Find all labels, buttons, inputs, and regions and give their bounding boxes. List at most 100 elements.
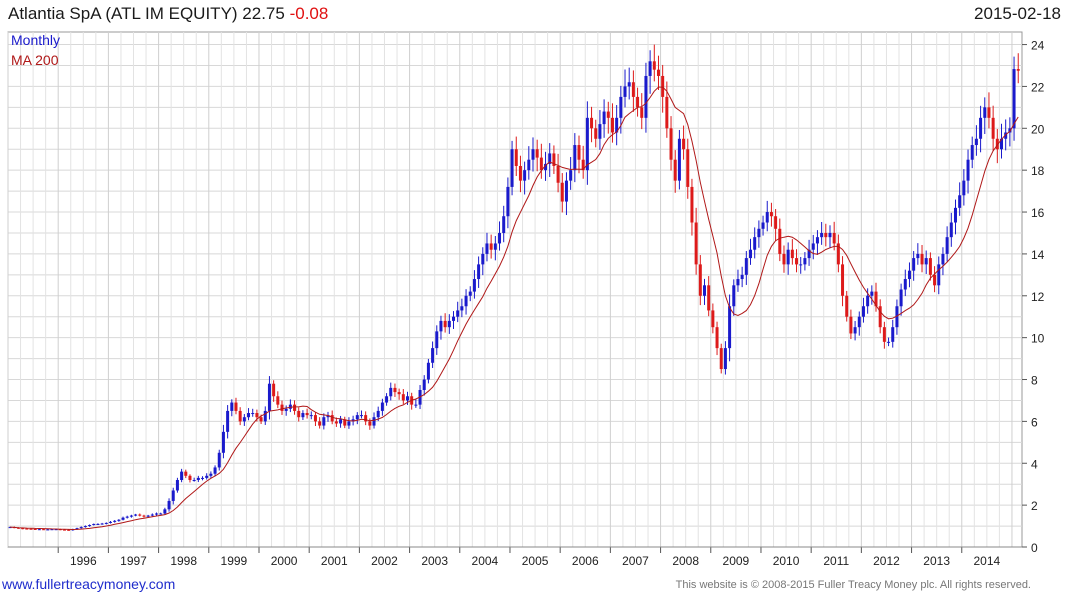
candle-body — [698, 264, 702, 296]
candle-body — [301, 413, 305, 418]
x-tick-label: 2004 — [472, 554, 499, 568]
candle-body — [749, 249, 753, 259]
candle-body — [226, 410, 230, 432]
candle-body — [146, 515, 150, 517]
candle-body — [1004, 132, 1008, 139]
price-change: -0.08 — [289, 4, 329, 23]
candle-body — [590, 117, 594, 129]
candle-body — [974, 138, 978, 146]
candle-body — [171, 490, 175, 501]
candle-body — [707, 285, 711, 311]
candle-body — [426, 362, 430, 380]
candle-body — [393, 387, 397, 393]
candle-body — [933, 274, 937, 286]
x-tick-label: 2002 — [371, 554, 398, 568]
candle-body — [163, 509, 167, 514]
candle-body — [786, 249, 790, 265]
candle-body — [175, 480, 179, 491]
candle-body — [251, 413, 255, 415]
site-link[interactable]: www.fullertreacymoney.com — [2, 576, 176, 592]
candle-body — [92, 523, 96, 526]
candle-body — [322, 417, 326, 426]
candle-body — [627, 82, 631, 87]
candle-body — [452, 316, 456, 321]
candle-body — [368, 421, 372, 426]
candle-body — [602, 111, 606, 125]
x-tick-label: 2008 — [672, 554, 699, 568]
candle-body — [535, 149, 539, 158]
candle-body — [711, 310, 715, 328]
candle-body — [477, 264, 481, 280]
candle-body — [949, 222, 953, 238]
candle-body — [945, 237, 949, 254]
candle-body — [795, 258, 799, 265]
candle-body — [389, 387, 393, 397]
candle-body — [489, 243, 493, 250]
candle-body — [732, 285, 736, 307]
x-tick-label: 2007 — [622, 554, 649, 568]
candle-body — [83, 526, 87, 528]
candle-body — [891, 327, 895, 342]
candle-body — [514, 149, 518, 166]
candle-body — [96, 523, 100, 525]
candle-body — [481, 253, 485, 265]
candle-body — [54, 529, 58, 531]
candle-body — [297, 410, 301, 418]
candle-body — [464, 295, 468, 307]
candle-body — [42, 529, 46, 531]
candle-body — [953, 207, 957, 223]
candle-body — [774, 216, 778, 229]
candle-body — [970, 145, 974, 160]
y-tick-label: 2 — [1031, 499, 1038, 513]
candle-body — [493, 243, 497, 250]
candle-body — [142, 515, 146, 517]
candle-body — [267, 383, 271, 411]
candle-body — [765, 212, 769, 223]
candle-body — [498, 232, 502, 244]
candle-body — [397, 392, 401, 395]
candle-body — [581, 159, 585, 171]
candle-body — [196, 477, 200, 481]
candle-body — [359, 415, 363, 417]
candle-body — [895, 306, 899, 328]
candle-body — [594, 128, 598, 139]
candle-body — [874, 291, 878, 307]
candle-body — [29, 528, 33, 530]
candle-body — [744, 258, 748, 275]
y-tick-label: 12 — [1031, 290, 1045, 304]
candle-body — [1008, 128, 1012, 133]
chart-title: Atlantia SpA (ATL IM EQUITY) 22.75 -0.08 — [8, 4, 329, 23]
candle-body — [347, 421, 351, 426]
candle-body — [845, 295, 849, 317]
candle-body — [129, 515, 133, 517]
x-tick-label: 1997 — [120, 554, 147, 568]
candle-body — [276, 396, 280, 405]
candle-body — [238, 410, 242, 422]
candle-body — [309, 415, 313, 417]
candle-body — [715, 327, 719, 349]
candle-body — [100, 523, 104, 525]
candle-body — [585, 117, 589, 171]
candle-body — [339, 419, 343, 424]
candle-body — [217, 452, 221, 468]
candle-body — [694, 222, 698, 265]
candle-body — [435, 331, 439, 349]
candle-body — [577, 145, 581, 160]
candle-body — [506, 186, 510, 217]
candle-body — [928, 258, 932, 275]
candle-body — [610, 117, 614, 133]
candle-body — [485, 243, 489, 254]
x-tick-label: 2013 — [923, 554, 950, 568]
x-tick-label: 2014 — [974, 554, 1001, 568]
candle-body — [351, 419, 355, 422]
candle-body — [811, 243, 815, 250]
candle-body — [702, 285, 706, 296]
candle-body — [167, 500, 171, 510]
candle-body — [857, 316, 861, 328]
x-tick-label: 1996 — [70, 554, 97, 568]
candle-body — [832, 232, 836, 244]
candle-body — [380, 402, 384, 411]
candle-body — [728, 306, 732, 349]
candle-body — [510, 149, 514, 187]
